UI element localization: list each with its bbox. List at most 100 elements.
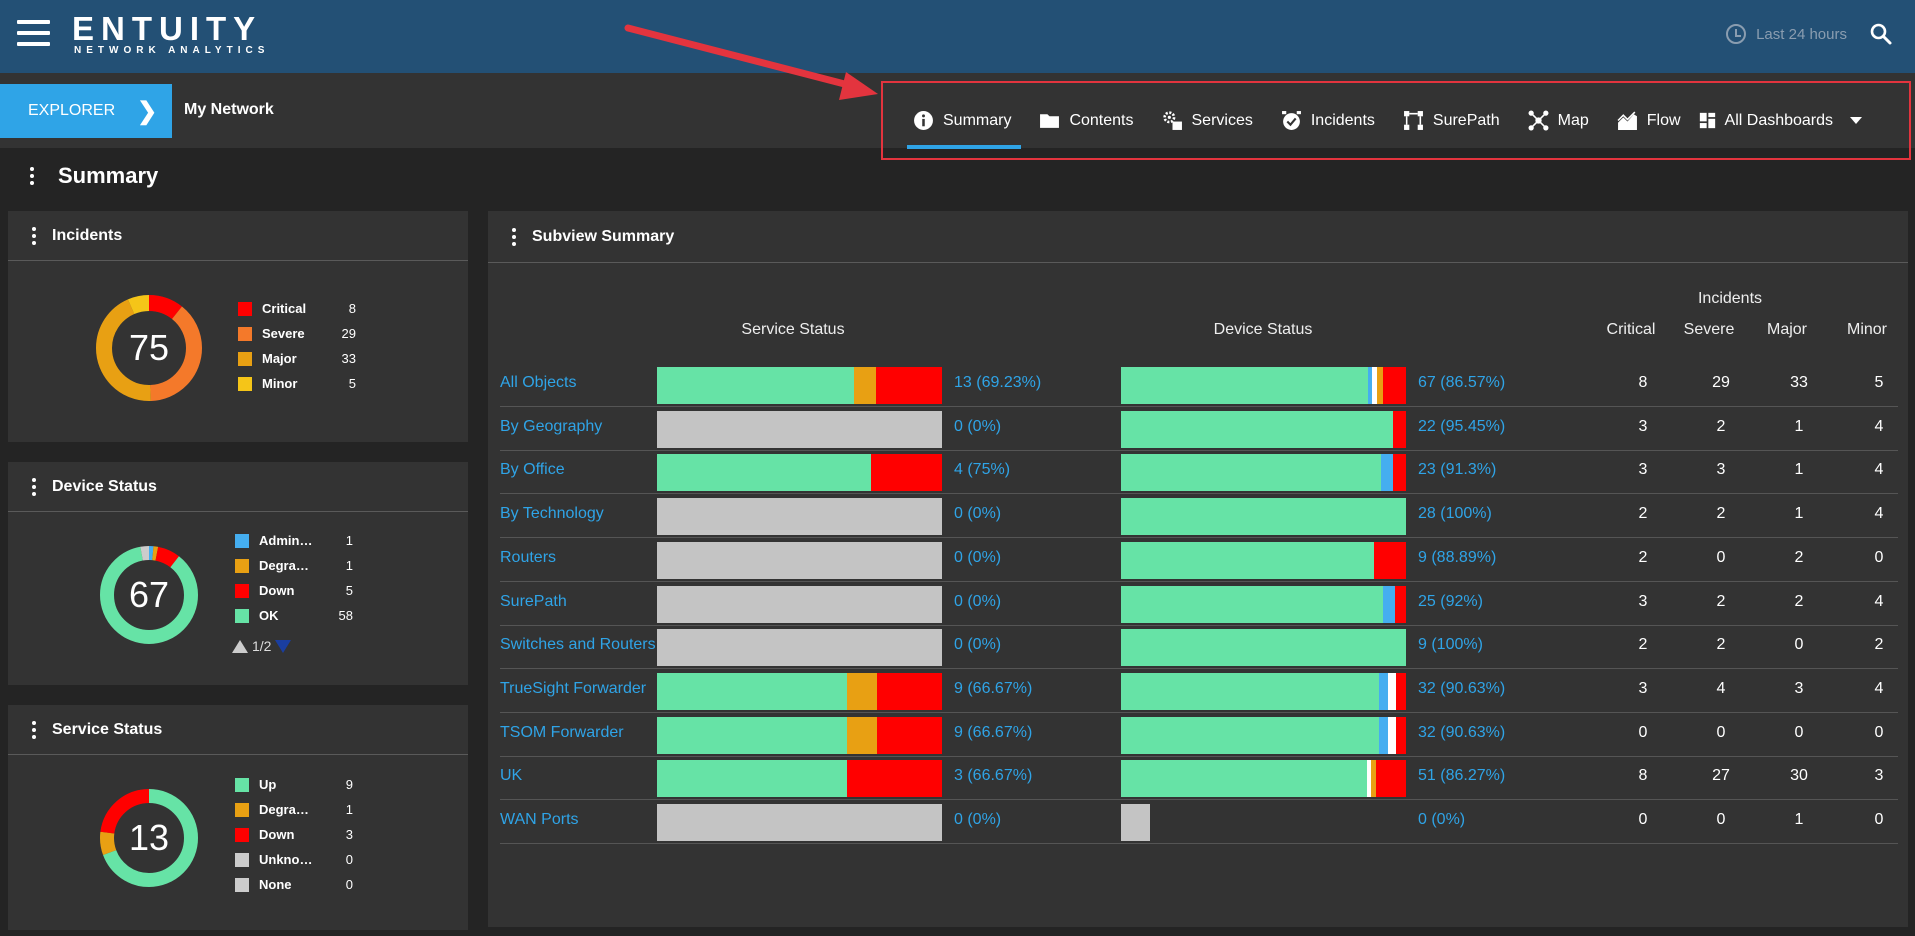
tab-summary[interactable]: Summary [906, 83, 1022, 158]
service-status-bar[interactable] [657, 454, 942, 492]
device-status-value[interactable]: 9 (100%) [1418, 636, 1483, 654]
tab-surepath[interactable]: SurePath [1403, 83, 1500, 158]
service-status-value[interactable]: 0 (0%) [954, 548, 1002, 566]
subview-link[interactable]: By Office [500, 461, 565, 479]
device-status-bar[interactable] [1121, 629, 1406, 667]
service-status-bar[interactable] [657, 760, 942, 798]
tab-services[interactable]: Services [1162, 83, 1253, 158]
donut-segment[interactable] [96, 295, 202, 401]
subview-link[interactable]: TrueSight Forwarder [500, 679, 647, 697]
device-status-bar[interactable] [1121, 585, 1406, 623]
device-status-value[interactable]: 9 (88.89%) [1418, 548, 1497, 566]
service-status-donut[interactable]: 13 [98, 787, 200, 889]
donut-segment[interactable] [96, 295, 202, 401]
page-up-icon[interactable] [232, 639, 248, 653]
page-down-icon[interactable] [275, 639, 292, 653]
menu-icon[interactable] [17, 20, 50, 46]
service-status-value[interactable]: 3 (66.67%) [954, 767, 1033, 785]
explorer-button[interactable]: EXPLORER ❯ [0, 84, 172, 138]
search-icon[interactable] [1869, 22, 1893, 46]
subview-link[interactable]: SurePath [500, 592, 567, 610]
device-status-bar[interactable] [1121, 498, 1406, 536]
incidents-donut[interactable]: 75 [96, 295, 202, 401]
device-status-bar[interactable] [1121, 541, 1406, 579]
device-status-value[interactable]: 23 (91.3%) [1418, 461, 1497, 479]
legend-item[interactable]: None 0 [235, 872, 353, 897]
subview-link[interactable]: By Geography [500, 417, 603, 435]
service-status-bar[interactable] [657, 541, 942, 579]
device-status-value[interactable]: 67 (86.57%) [1418, 374, 1506, 391]
panel-menu-icon[interactable] [32, 226, 36, 245]
device-status-value[interactable]: 32 (90.63%) [1418, 723, 1506, 741]
service-status-bar[interactable] [657, 672, 942, 710]
service-status-bar[interactable] [657, 629, 942, 667]
service-status-value[interactable]: 0 (0%) [954, 636, 1002, 654]
caret-down-icon[interactable] [1850, 117, 1863, 124]
device-status-bar[interactable] [1121, 672, 1406, 710]
subview-link[interactable]: WAN Ports [500, 811, 579, 828]
device-status-value[interactable]: 28 (100%) [1418, 505, 1492, 523]
tab-map[interactable]: Map [1528, 83, 1589, 158]
subview-link[interactable]: TSOM Forwarder [500, 723, 624, 741]
service-status-bar[interactable] [657, 367, 942, 404]
legend-item[interactable]: Degra… 1 [235, 797, 353, 822]
legend-item[interactable]: Down 5 [235, 578, 353, 603]
legend-item[interactable]: Admin… 1 [235, 528, 353, 553]
service-status-bar[interactable] [657, 804, 942, 841]
service-status-bar[interactable] [657, 585, 942, 623]
device-status-value[interactable]: 25 (92%) [1418, 592, 1483, 610]
panel-menu-icon[interactable] [512, 227, 516, 246]
tab-contents[interactable]: Contents [1039, 83, 1134, 158]
service-status-bar[interactable] [657, 410, 942, 448]
service-status-value[interactable]: 13 (69.23%) [954, 374, 1042, 391]
device-status-value[interactable]: 0 (0%) [1418, 811, 1466, 828]
panel-title: Subview Summary [532, 227, 675, 245]
legend-item[interactable]: Critical 8 [238, 296, 356, 321]
device-status-bar[interactable] [1121, 760, 1406, 798]
panel-menu-icon[interactable] [32, 477, 36, 496]
service-status-bar[interactable] [657, 498, 942, 536]
legend-item[interactable]: Degra… 1 [235, 553, 353, 578]
legend-item[interactable]: OK 58 [235, 603, 353, 628]
device-status-value[interactable]: 22 (95.45%) [1418, 417, 1506, 435]
donut-segment[interactable] [100, 546, 198, 644]
donut-segment[interactable] [100, 546, 198, 644]
legend-item[interactable]: Up 9 [235, 772, 353, 797]
subview-link[interactable]: UK [500, 767, 523, 785]
service-status-value[interactable]: 9 (66.67%) [954, 679, 1033, 697]
subview-link[interactable]: Switches and Routers [500, 636, 656, 654]
donut-segment[interactable] [100, 789, 198, 887]
tab-incidents[interactable]: Incidents [1281, 83, 1375, 158]
device-status-donut[interactable]: 67 [98, 544, 200, 646]
service-status-value[interactable]: 0 (0%) [954, 505, 1002, 523]
device-status-bar[interactable] [1121, 454, 1406, 492]
legend-item[interactable]: Major 33 [238, 346, 356, 371]
service-status-value[interactable]: 0 (0%) [954, 417, 1002, 435]
legend-item[interactable]: Unkno… 0 [235, 847, 353, 872]
device-status-bar[interactable] [1121, 716, 1406, 754]
time-range-selector[interactable]: Last 24 hours [1726, 24, 1847, 44]
service-status-value[interactable]: 0 (0%) [954, 811, 1002, 828]
donut-segment[interactable] [96, 295, 202, 401]
tab-flow[interactable]: Flow [1617, 83, 1681, 158]
service-status-bar[interactable] [657, 716, 942, 754]
legend-item[interactable]: Severe 29 [238, 321, 356, 346]
page-menu-icon[interactable] [30, 167, 34, 185]
device-status-bar[interactable] [1121, 804, 1406, 841]
donut-segment[interactable] [100, 789, 198, 887]
legend-item[interactable]: Down 3 [235, 822, 353, 847]
subview-link[interactable]: All Objects [500, 374, 577, 391]
device-status-value[interactable]: 32 (90.63%) [1418, 679, 1506, 697]
service-status-value[interactable]: 4 (75%) [954, 461, 1011, 479]
service-status-value[interactable]: 0 (0%) [954, 592, 1002, 610]
device-status-value[interactable]: 51 (86.27%) [1418, 767, 1506, 785]
entuity-logo[interactable]: ENTUITY NETWORK ANALYTICS [72, 12, 269, 56]
subview-link[interactable]: By Technology [500, 505, 604, 523]
device-status-bar[interactable] [1121, 367, 1406, 404]
legend-item[interactable]: Minor 5 [238, 371, 356, 396]
tab-all-dashboards[interactable]: All Dashboards [1699, 83, 1863, 158]
subview-link[interactable]: Routers [500, 548, 557, 566]
panel-menu-icon[interactable] [32, 720, 36, 739]
device-status-bar[interactable] [1121, 410, 1406, 448]
service-status-value[interactable]: 9 (66.67%) [954, 723, 1033, 741]
